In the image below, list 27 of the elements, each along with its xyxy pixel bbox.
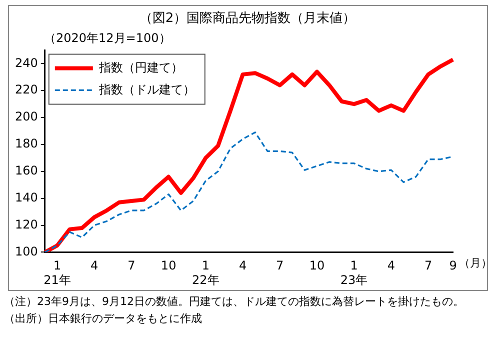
x-tick-label: 7 bbox=[424, 258, 432, 273]
y-tick-label: 200 bbox=[15, 110, 38, 124]
legend-label: 指数（ドル建て） bbox=[98, 82, 195, 96]
y-tick-label: 120 bbox=[15, 217, 38, 232]
x-tick-label: 4 bbox=[90, 258, 98, 273]
x-tick-label: 7 bbox=[276, 258, 284, 273]
chart-subtitle: （2020年12月=100） bbox=[44, 30, 171, 47]
text: （出所）日本銀行のデータをもとに作成 bbox=[4, 311, 203, 327]
x-tick-label: 1 23年 bbox=[340, 258, 368, 287]
x-tick-label: 4 bbox=[238, 258, 247, 273]
y-tick-label: 160 bbox=[15, 164, 38, 178]
x-tick-label: 4 bbox=[387, 258, 395, 273]
x-tick-label: 1 21年 bbox=[44, 258, 71, 287]
y-tick-label: 100 bbox=[15, 244, 38, 258]
x-tick-label: 10 bbox=[309, 258, 325, 273]
x-tick-label: 10 bbox=[160, 258, 176, 273]
y-tick-label: 180 bbox=[15, 136, 38, 151]
x-tick-label: 9 bbox=[449, 258, 457, 273]
x-tick-label: 7 bbox=[128, 258, 136, 273]
x-tick-label: 1 22年 bbox=[192, 258, 220, 287]
text: （注）23年9月は、9月12日の数値。円建ては、ドル建ての指数に為替レートを掛けたもの。 bbox=[4, 294, 464, 310]
legend-label: 指数（円建て） bbox=[98, 60, 183, 74]
y-tick-label: 240 bbox=[15, 56, 38, 70]
y-tick-label: 140 bbox=[15, 190, 38, 204]
chart-title: （図2）国際商品先物指数（月末値） bbox=[138, 10, 357, 27]
y-tick-label: 220 bbox=[15, 82, 38, 97]
x-axis-title: （月） bbox=[459, 256, 492, 270]
